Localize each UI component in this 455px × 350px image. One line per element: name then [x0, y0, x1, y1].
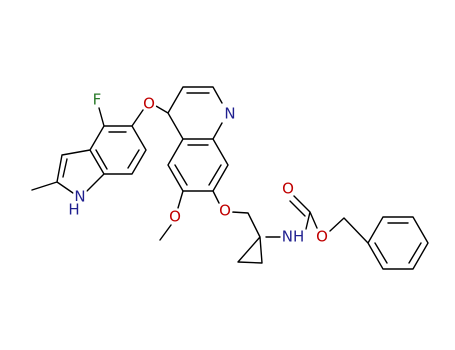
bonds [31, 86, 429, 270]
atom-label: O [282, 180, 294, 198]
atom-label: F [93, 91, 102, 109]
atom-label: O [143, 95, 155, 113]
atom-label: O [316, 228, 328, 246]
atom-label: N [74, 188, 85, 206]
atom-label: O [219, 202, 231, 220]
atom-label: H [68, 201, 79, 219]
atom-label: O [169, 208, 181, 226]
atom-label: NH [282, 228, 305, 246]
atom-label: N [224, 105, 235, 123]
